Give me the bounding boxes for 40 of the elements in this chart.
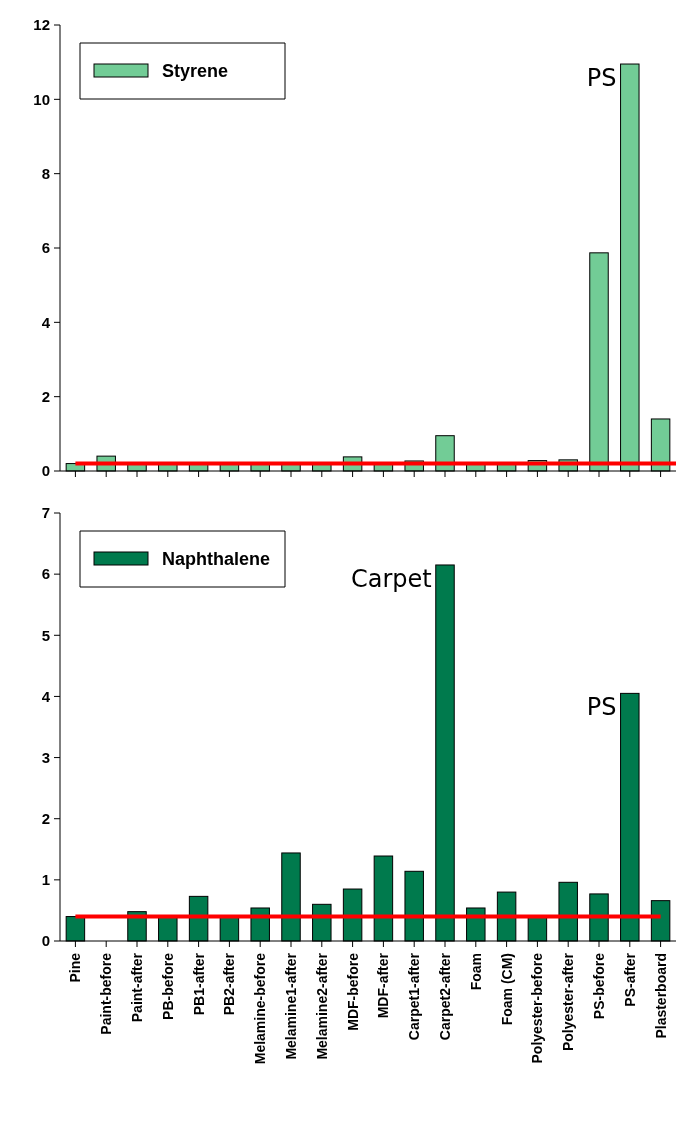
y-tick-label: 7 bbox=[41, 504, 50, 522]
x-tick-label: PB2-after bbox=[221, 952, 238, 1016]
x-tick-label: Foam (CM) bbox=[498, 953, 515, 1026]
y-tick-label: 10 bbox=[33, 90, 50, 108]
y-tick-label: 0 bbox=[41, 462, 50, 480]
y-tick-label: 6 bbox=[41, 239, 50, 257]
y-tick-label: 3 bbox=[41, 748, 50, 766]
y-tick-label: 5 bbox=[41, 626, 50, 644]
annotation: PS bbox=[586, 693, 617, 722]
x-tick-label: Melamine-before bbox=[252, 952, 269, 1065]
x-tick-label: Polyester-after bbox=[560, 952, 577, 1052]
x-tick-label: Pine bbox=[67, 952, 84, 983]
y-tick-label: 2 bbox=[41, 809, 50, 827]
x-tick-label: PB-before bbox=[159, 952, 176, 1020]
x-tick-label: Polyester-before bbox=[529, 952, 546, 1064]
x-tick-label: Melamine2-after bbox=[313, 952, 330, 1060]
x-tick-label: PB1-after bbox=[190, 952, 207, 1016]
y-tick-label: 1 bbox=[41, 871, 50, 889]
annotation: PS bbox=[586, 64, 617, 93]
x-tick-label: MDF-after bbox=[375, 952, 392, 1019]
y-tick-label: 2 bbox=[41, 387, 50, 405]
legend-label: Naphthalene bbox=[162, 549, 271, 570]
x-tick-label: Carpet2-after bbox=[436, 952, 453, 1041]
y-tick-label: 12 bbox=[33, 16, 50, 34]
x-tick-label: Paint-before bbox=[98, 952, 115, 1035]
x-tick-label: MDF-before bbox=[344, 952, 361, 1031]
x-tick-label: Plasterboard bbox=[652, 953, 669, 1039]
y-tick-label: 6 bbox=[41, 565, 50, 583]
x-tick-label: Paint-after bbox=[128, 952, 145, 1023]
y-tick-label: 8 bbox=[41, 164, 50, 182]
y-tick-label: 4 bbox=[41, 313, 51, 331]
x-tick-label: Carpet1-after bbox=[406, 952, 423, 1041]
y-tick-label: 0 bbox=[41, 932, 50, 950]
x-tick-label: Foam bbox=[467, 953, 484, 991]
legend-label: Styrene bbox=[162, 61, 229, 82]
x-tick-label: PS-after bbox=[621, 952, 638, 1007]
y-tick-label: 4 bbox=[41, 687, 51, 705]
annotation: Carpet bbox=[351, 564, 432, 593]
x-tick-label: PS-before bbox=[590, 952, 607, 1020]
x-tick-label: Melamine1-after bbox=[282, 952, 299, 1060]
